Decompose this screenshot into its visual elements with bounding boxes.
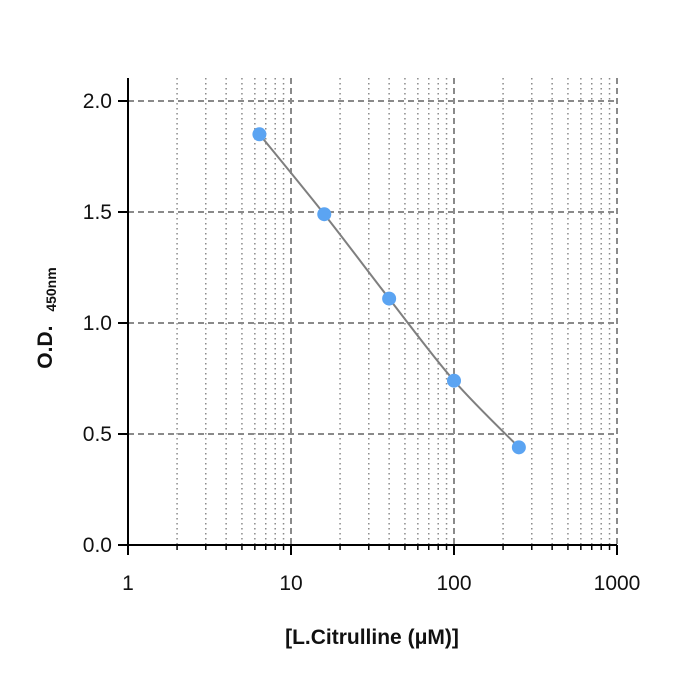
ticks	[118, 100, 618, 555]
data-point	[382, 291, 397, 306]
y-tick-label: 0.5	[83, 423, 112, 446]
x-tick-label: 1	[122, 572, 134, 595]
grid-major	[128, 78, 618, 545]
data-point	[511, 440, 526, 455]
y-axis-title-sub: 450nm	[43, 267, 59, 311]
y-tick-label: 1.0	[83, 312, 112, 335]
fit-curve	[258, 133, 520, 449]
axes	[127, 78, 617, 546]
y-tick-label: 0.0	[83, 534, 112, 557]
x-axis-title: [L.Citrulline (μM)]	[285, 626, 459, 649]
x-tick-label: 100	[436, 572, 471, 595]
x-tick-label: 10	[279, 572, 302, 595]
data-point	[252, 127, 267, 142]
data-point	[317, 207, 332, 222]
grid-minor	[176, 78, 611, 545]
tick-labels: 0.0 0.5 1.0 1.5 2.0 1 10 100 1000	[83, 90, 641, 595]
data-points	[252, 127, 526, 455]
y-tick-label: 2.0	[83, 90, 112, 113]
y-tick-label: 1.5	[83, 201, 112, 224]
y-axis-title: O.D. 450nm	[34, 267, 59, 368]
svg-text:O.D. 450nm: O.D. 450nm	[34, 267, 59, 368]
x-tick-label: 1000	[594, 572, 641, 595]
y-axis-title-main: O.D.	[34, 326, 57, 369]
data-point	[447, 373, 461, 388]
